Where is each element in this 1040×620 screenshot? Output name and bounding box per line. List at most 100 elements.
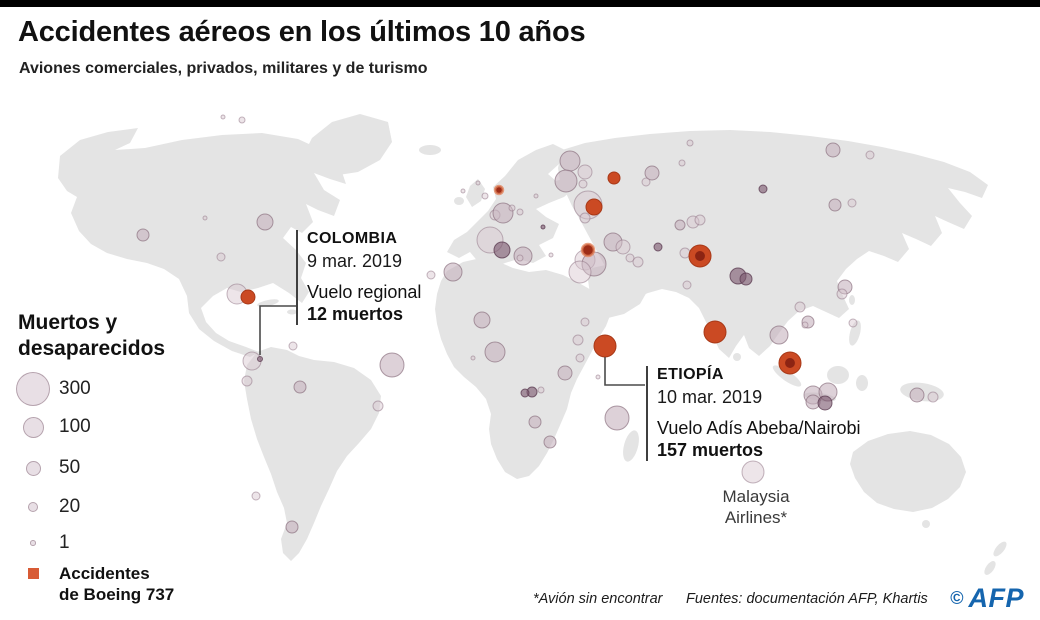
- legend-swatch: [13, 502, 53, 512]
- accident-bubble: [641, 177, 651, 187]
- legend-size-circle: [16, 372, 50, 406]
- accident-bubble: [481, 192, 489, 200]
- accident-bubble: [251, 491, 261, 501]
- legend-size-label: 1: [59, 532, 70, 553]
- callout-etiopia-country: ETIOPÍA: [657, 366, 724, 383]
- island-srilanka: [733, 353, 741, 361]
- accident-bubble: [475, 180, 481, 186]
- island-sulawesi: [856, 375, 868, 391]
- legend-swatch: [13, 540, 53, 546]
- accident-bubble: [595, 374, 601, 380]
- page-subtitle: Aviones comerciales, privados, militares…: [19, 60, 428, 77]
- accident-bubble: [625, 253, 635, 263]
- accident-bubble: [520, 388, 530, 398]
- legend-swatch: [13, 563, 53, 579]
- accident-bubble: [678, 159, 686, 167]
- accident-bubble: [293, 380, 307, 394]
- island-sumatra: [772, 365, 802, 387]
- accident-bubble: [473, 311, 491, 329]
- accident-bubble: [577, 164, 593, 180]
- accident-bubble: [578, 179, 588, 189]
- island-cuba: [257, 299, 279, 307]
- accident-bubble: [794, 301, 806, 313]
- boeing-label-line1: Accidentes: [59, 564, 150, 583]
- accident-bubble: [607, 171, 621, 185]
- accident-bubble: [615, 239, 631, 255]
- accident-bubble: [241, 375, 253, 387]
- legend-size-label: 50: [59, 457, 81, 478]
- legend-size-label: 300: [59, 378, 91, 399]
- callout-colombia-deaths: 12 muertos: [307, 304, 404, 324]
- accident-bubble: [426, 270, 436, 280]
- accident-bubble-core: [785, 358, 795, 368]
- accident-bubble: [817, 395, 833, 411]
- accident-bubble: [865, 150, 875, 160]
- annotation-connectors: [259, 305, 645, 386]
- afp-logo-group: © AFP: [950, 583, 1024, 614]
- callout-colombia-date: 9 mar. 2019: [307, 251, 403, 271]
- accident-bubble: [686, 215, 700, 229]
- accident-bubble: [686, 139, 694, 147]
- accident-bubble: [801, 315, 815, 329]
- accident-bubble: [703, 320, 727, 344]
- accident-bubble: [136, 228, 150, 242]
- boeing-legend-swatch: [27, 568, 39, 579]
- accident-bubble: [847, 198, 857, 208]
- accident-bubble: [257, 356, 263, 362]
- accident-bubble: [825, 142, 841, 158]
- accident-bubble: [801, 321, 809, 329]
- afp-logo: AFP: [968, 583, 1024, 613]
- legend-size-circle: [25, 460, 41, 476]
- accident-bubble: [493, 241, 511, 259]
- legend-swatch: [13, 372, 53, 406]
- callout-etiopia-date: 10 mar. 2019: [657, 387, 763, 407]
- accident-bubble: [848, 318, 858, 328]
- accident-bubble: [603, 232, 623, 252]
- accident-bubble: [508, 204, 516, 212]
- legend-size-circle: [28, 502, 38, 512]
- continent-north-america: [58, 128, 346, 357]
- malaysia-line2: Airlines*: [724, 508, 788, 527]
- callout-colombia: COLOMBIA 9 mar. 2019 Vuelo regional 12 m…: [296, 230, 421, 325]
- accident-bubble: [543, 435, 557, 449]
- accident-bubble: [202, 215, 208, 221]
- accident-bubble: [379, 352, 405, 378]
- accident-bubble: [372, 400, 384, 412]
- legend-row-1: 1: [13, 532, 70, 554]
- accident-bubble: [674, 219, 686, 231]
- accident-bubble: [739, 272, 753, 286]
- accident-bubbles: [136, 114, 939, 534]
- copyright-icon: ©: [950, 588, 964, 608]
- accident-bubble: [493, 184, 505, 196]
- accident-bubble: [540, 224, 546, 230]
- legend-boeing-row: Accidentes de Boeing 737: [13, 563, 174, 605]
- island-new-zealand-south: [984, 561, 996, 575]
- accident-bubble: [513, 246, 533, 266]
- accident-bubble-core: [695, 251, 705, 261]
- accident-bubble: [836, 288, 848, 300]
- callout-colombia-detail: Vuelo regional: [307, 282, 422, 302]
- accident-bubble: [909, 387, 925, 403]
- boeing-label-line2: de Boeing 737: [59, 585, 175, 604]
- accident-bubble: [238, 116, 246, 124]
- continent-asia: [558, 130, 988, 358]
- page-title: Accidentes aéreos en los últimos 10 años: [18, 16, 586, 48]
- accident-bubble: [580, 317, 590, 327]
- accident-bubble: [585, 198, 603, 216]
- accident-bubble: [533, 193, 539, 199]
- island-new-zealand-north: [993, 541, 1007, 557]
- callout-etiopia: ETIOPÍA 10 mar. 2019 Vuelo Adís Abeba/Na…: [646, 366, 860, 461]
- malaysia-line1: Malaysia: [722, 487, 790, 506]
- accident-bubble: [285, 520, 299, 534]
- accident-bubble: [575, 353, 585, 363]
- island-madagascar: [623, 430, 639, 462]
- sources-credit: Fuentes: documentación AFP, Khartis: [686, 591, 928, 607]
- legend-swatch: [13, 460, 53, 476]
- callout-colombia-country: COLOMBIA: [307, 230, 398, 247]
- accident-bubble: [240, 289, 256, 305]
- continent-australia: [850, 431, 966, 512]
- island-ireland: [454, 197, 464, 205]
- accident-bubble: [470, 355, 476, 361]
